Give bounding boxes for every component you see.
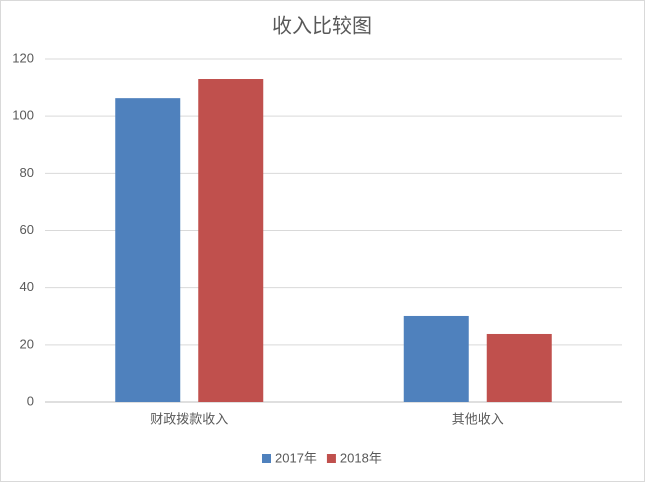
y-tick-label: 40 bbox=[20, 279, 34, 294]
bar bbox=[486, 333, 552, 402]
legend-label: 2017年 bbox=[275, 450, 317, 465]
y-tick-label: 80 bbox=[20, 165, 34, 180]
y-tick-label: 100 bbox=[12, 108, 34, 123]
y-tick-label: 0 bbox=[27, 393, 34, 408]
chart-title: 收入比较图 bbox=[272, 14, 372, 37]
y-tick-label: 60 bbox=[20, 222, 34, 237]
bar bbox=[198, 79, 264, 402]
y-tick-label: 20 bbox=[20, 336, 34, 351]
bar bbox=[403, 315, 469, 402]
legend-swatch bbox=[262, 454, 271, 463]
legend-swatch bbox=[326, 454, 336, 463]
x-tick-label: 其他收入 bbox=[452, 411, 504, 426]
legend-label: 2018年 bbox=[340, 450, 382, 465]
x-tick-label: 财政拨款收入 bbox=[150, 411, 228, 426]
y-tick-label: 120 bbox=[12, 50, 34, 65]
bar bbox=[115, 98, 181, 402]
